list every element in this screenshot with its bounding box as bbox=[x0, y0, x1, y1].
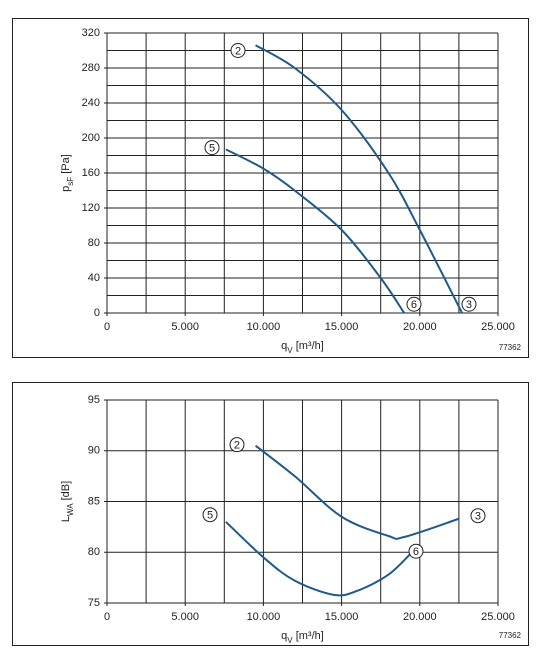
y-tick-label: 320 bbox=[82, 27, 100, 39]
annotation-label: 2 bbox=[234, 440, 240, 452]
label-rest: [Pa] bbox=[60, 154, 72, 177]
y-tick-label: 80 bbox=[88, 546, 100, 558]
curve bbox=[225, 521, 413, 597]
axis-label: qV [m³/h] bbox=[281, 340, 324, 355]
annotation-circle bbox=[204, 140, 220, 156]
x-tick-label: 10.000 bbox=[247, 321, 281, 333]
y-tick-label: 85 bbox=[88, 495, 100, 507]
annotation-label: 3 bbox=[466, 299, 472, 311]
label-sub: V bbox=[287, 346, 293, 355]
annotation-label: 3 bbox=[475, 511, 481, 523]
y-tick-label: 240 bbox=[82, 97, 100, 109]
x-tick-label: 10.000 bbox=[247, 611, 281, 623]
annotation-circle bbox=[470, 508, 486, 524]
label-sub: sF bbox=[66, 177, 75, 186]
x-tick-label: 15.000 bbox=[325, 321, 359, 333]
figure-code: 77362 bbox=[499, 343, 522, 352]
annotation-circle bbox=[229, 437, 245, 453]
y-tick-label: 80 bbox=[88, 237, 100, 249]
label-rest: [m³/h] bbox=[293, 340, 324, 352]
label-main: L bbox=[60, 516, 72, 522]
label-main: p bbox=[60, 186, 72, 192]
annotation-circle bbox=[230, 43, 246, 58]
x-tick-label: 0 bbox=[104, 611, 110, 623]
annotation-label: 2 bbox=[235, 45, 241, 57]
axis-label: psF [Pa] bbox=[60, 154, 75, 192]
x-tick-label: 0 bbox=[104, 321, 110, 333]
annotation-circle bbox=[461, 296, 477, 312]
annotation-circle bbox=[406, 296, 422, 312]
curve bbox=[254, 444, 460, 540]
label-rest: [dB] bbox=[60, 481, 72, 504]
y-tick-label: 160 bbox=[82, 167, 100, 179]
chart-frame bbox=[12, 18, 529, 358]
x-tick-label: 5.000 bbox=[171, 321, 199, 333]
y-tick-label: 120 bbox=[82, 202, 100, 214]
x-tick-label: 20.000 bbox=[403, 611, 437, 623]
annotation-label: 6 bbox=[413, 546, 419, 558]
figure-code: 77362 bbox=[499, 631, 522, 640]
annotation-circle bbox=[408, 543, 424, 559]
y-tick-label: 90 bbox=[88, 445, 100, 457]
annotation-label: 5 bbox=[209, 143, 215, 155]
y-tick-label: 0 bbox=[94, 307, 100, 319]
x-tick-label: 25.000 bbox=[481, 611, 515, 623]
y-tick-label: 280 bbox=[82, 62, 100, 74]
y-tick-label: 40 bbox=[88, 272, 100, 284]
label-main: q bbox=[281, 630, 287, 642]
x-tick-label: 15.000 bbox=[325, 611, 359, 623]
y-tick-label: 200 bbox=[82, 132, 100, 144]
label-main: q bbox=[281, 340, 287, 352]
x-tick-label: 25.000 bbox=[481, 321, 515, 333]
label-sub: WA bbox=[66, 503, 75, 516]
axis-label: LWA [dB] bbox=[60, 481, 75, 522]
annotation-circle bbox=[202, 507, 218, 523]
curve bbox=[225, 148, 405, 314]
axis-label: qV [m³/h] bbox=[281, 630, 324, 645]
y-tick-label: 75 bbox=[88, 597, 100, 609]
label-sub: V bbox=[287, 636, 293, 645]
chart-frame bbox=[12, 382, 529, 646]
annotation-label: 5 bbox=[207, 510, 213, 522]
curve bbox=[255, 44, 463, 314]
y-tick-label: 95 bbox=[88, 394, 100, 406]
x-tick-label: 20.000 bbox=[403, 321, 437, 333]
label-rest: [m³/h] bbox=[293, 630, 324, 642]
x-tick-label: 5.000 bbox=[171, 611, 199, 623]
annotation-label: 6 bbox=[411, 299, 417, 311]
